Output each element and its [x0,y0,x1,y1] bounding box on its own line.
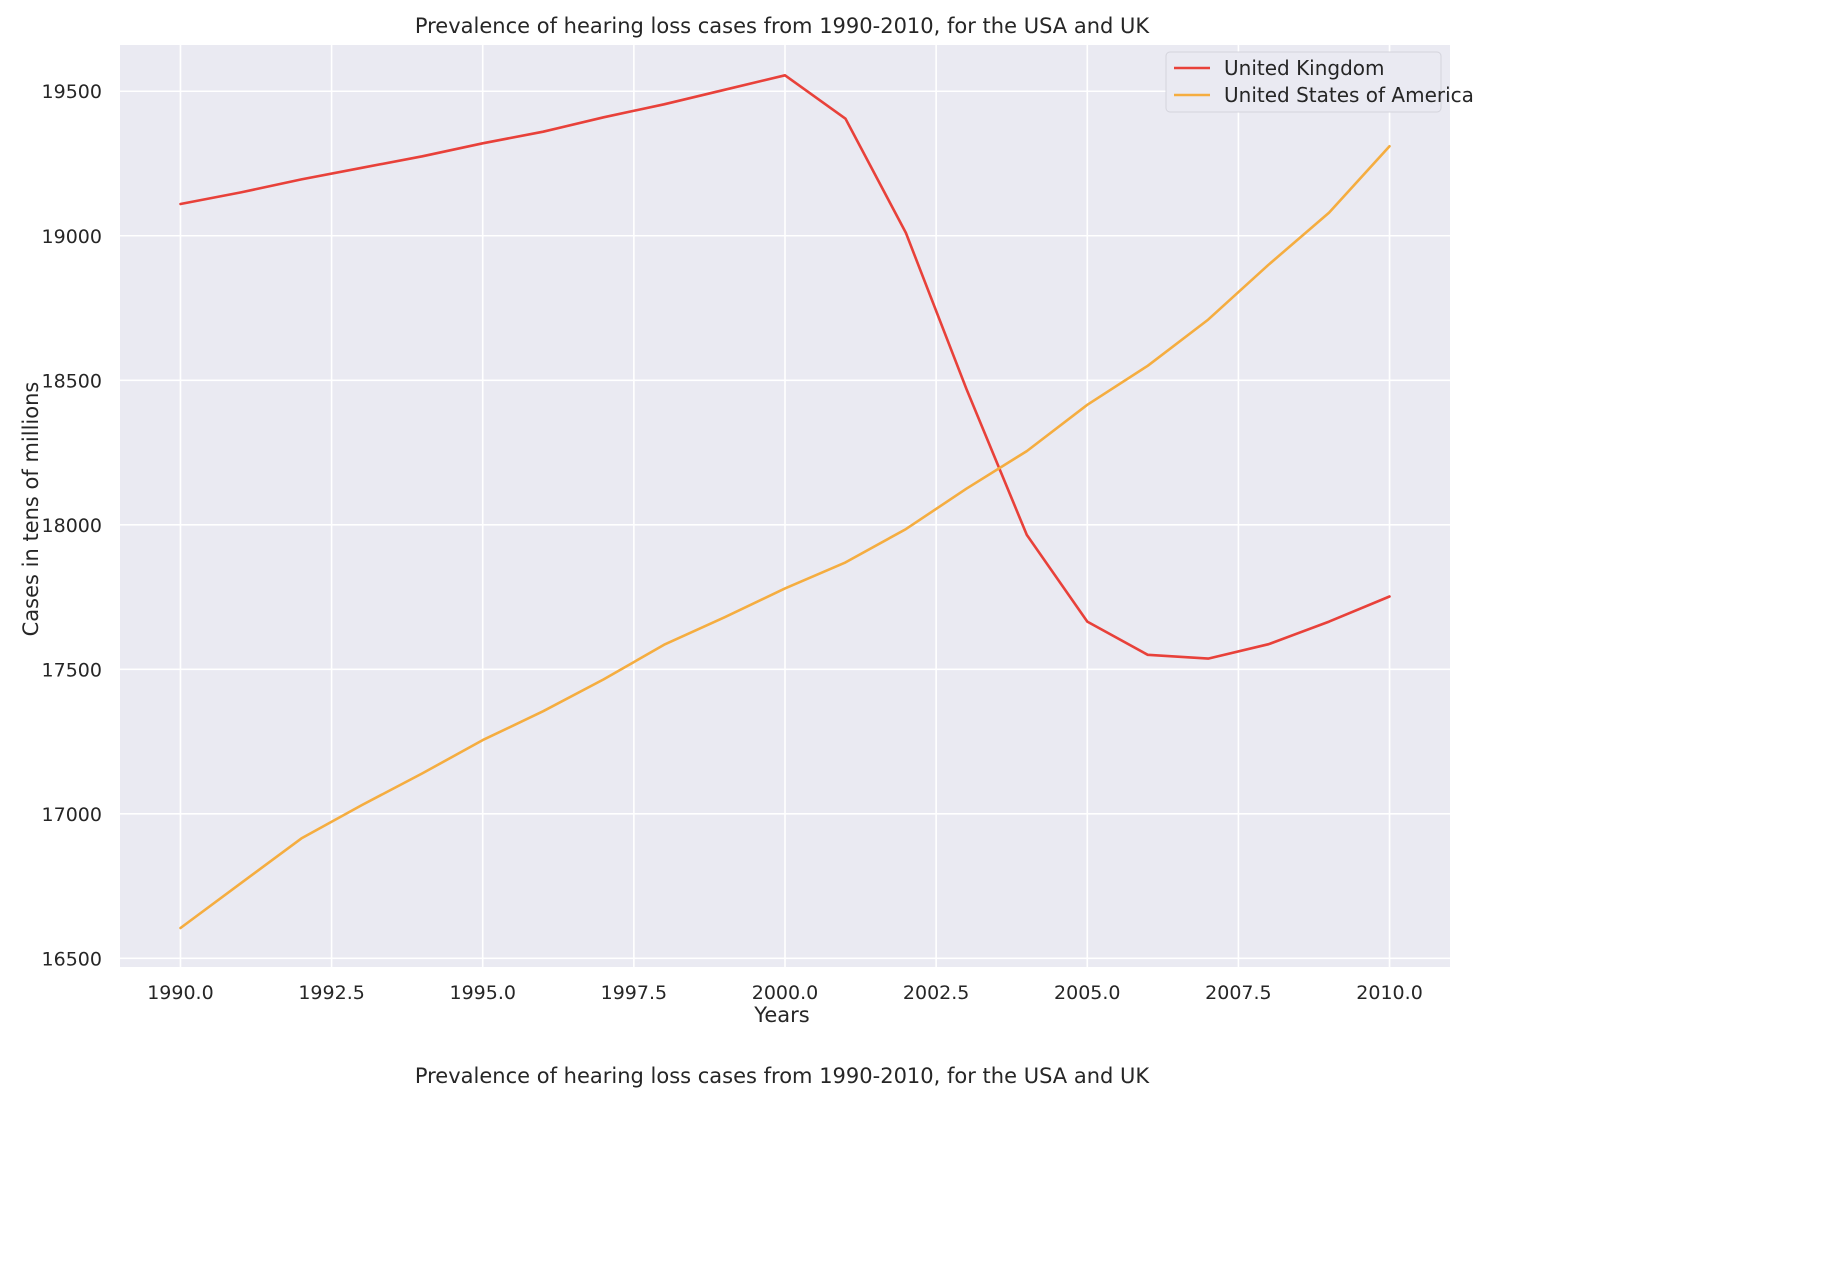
x-axis-label: Years [753,1003,809,1027]
x-tick-label: 1995.0 [449,982,515,1004]
y-tick-label: 19000 [42,226,102,248]
y-tick-label: 17500 [42,659,102,681]
x-tick-label: 2005.0 [1054,982,1120,1004]
chart-title: Prevalence of hearing loss cases from 19… [415,14,1151,38]
y-tick-label: 18000 [42,515,102,537]
y-tick-label: 19500 [42,81,102,103]
y-tick-label: 16500 [42,948,102,970]
y-tick-label: 17000 [42,804,102,826]
x-tick-label: 2002.5 [903,982,969,1004]
x-tick-label: 2000.0 [752,982,818,1004]
series-lines [179,74,1391,930]
x-tick-label: 1992.5 [298,982,364,1004]
series-line-united-kingdom [179,74,1391,660]
x-tick-label: 2007.5 [1205,982,1271,1004]
legend-label: United Kingdom [1224,56,1385,80]
legend-box [1165,51,1442,113]
legend: United Kingdom United States of America [1165,51,1474,113]
x-tick-label: 1997.5 [601,982,667,1004]
legend-label: United States of America [1224,83,1474,107]
y-axis-ticks: 16500 17000 17500 18000 18500 19000 19500 [42,81,102,970]
x-axis-ticks: 1990.0 1992.5 1995.0 1997.5 2000.0 2002.5 2005… [147,982,1423,1004]
series-line-united-states [179,144,1391,930]
y-tick-label: 18500 [42,370,102,392]
chart-caption: Prevalence of hearing loss cases from 19… [415,1064,1151,1088]
grid-lines [120,45,1450,967]
y-axis-label: Cases in tens of millions [19,382,43,637]
x-tick-label: 2010.0 [1356,982,1422,1004]
x-tick-label: 1990.0 [147,982,213,1004]
